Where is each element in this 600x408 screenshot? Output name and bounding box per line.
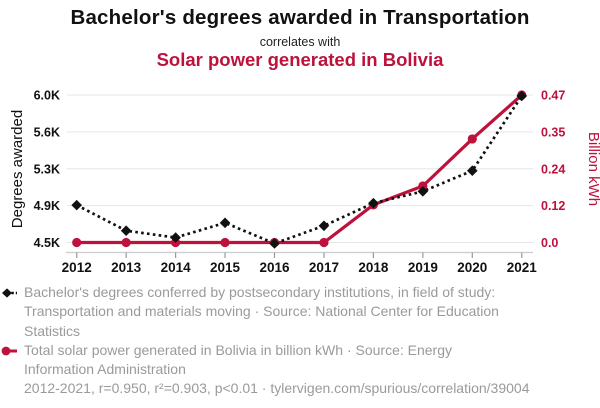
legend-entry-degrees-text: Bachelor's degrees conferred by postseco… bbox=[24, 284, 499, 339]
x-tick-label: 2014 bbox=[161, 260, 192, 275]
x-tick-label: 2017 bbox=[309, 260, 339, 275]
y-axis-right-title: Billion kWh bbox=[585, 132, 600, 206]
degrees-point bbox=[219, 217, 231, 229]
x-tick-label: 2020 bbox=[457, 260, 487, 275]
solar-point bbox=[220, 237, 230, 248]
series-degrees-markers bbox=[71, 90, 528, 249]
chart-connector-text: correlates with bbox=[259, 35, 341, 49]
y-left-tick-label: 6.0K bbox=[34, 89, 60, 103]
y-left-tick-label: 4.5K bbox=[34, 236, 60, 250]
x-axis: 2012 2013 2014 2015 2016 2017 2018 2019 2020 2021 bbox=[62, 251, 538, 275]
x-tick-label: 2015 bbox=[210, 260, 241, 275]
y-left-tick-label: 5.6K bbox=[34, 125, 60, 139]
legend-entry-solar: Total solar power generated in Bolivia i… bbox=[1, 341, 591, 380]
legend-entry-solar-text: Total solar power generated in Bolivia i… bbox=[24, 341, 452, 378]
y-left-tick-label: 4.9K bbox=[34, 199, 60, 213]
degrees-point bbox=[71, 199, 82, 211]
y-right-tick-label: 0.12 bbox=[541, 199, 565, 213]
solar-point bbox=[72, 237, 82, 248]
legend: Bachelor's degrees conferred by postseco… bbox=[1, 283, 591, 399]
chart-subtitle: Solar power generated in Bolivia bbox=[156, 49, 444, 70]
x-tick-label: 2012 bbox=[62, 260, 92, 275]
degrees-point bbox=[467, 165, 478, 177]
degrees-point bbox=[170, 232, 181, 243]
y-right-tick-label: 0.35 bbox=[541, 125, 565, 139]
degrees-point bbox=[417, 186, 429, 197]
y-right-tick-label: 0.47 bbox=[541, 89, 565, 103]
x-tick-label: 2016 bbox=[259, 260, 290, 275]
solar-point bbox=[319, 237, 329, 248]
x-tick-label: 2021 bbox=[507, 260, 538, 275]
gridlines bbox=[67, 94, 533, 243]
y-axis-left-ticks: 6.0K 5.6K 5.3K 4.9K 4.5K bbox=[34, 89, 60, 251]
chart-title: Bachelor's degrees awarded in Transporta… bbox=[70, 6, 530, 29]
degrees-point bbox=[269, 238, 280, 249]
degrees-point bbox=[318, 220, 330, 232]
y-axis-right-ticks: 0.47 0.35 0.24 0.12 0.0 bbox=[541, 89, 565, 251]
black-diamond-dashed-line-icon bbox=[2, 288, 17, 298]
degrees-point bbox=[516, 90, 528, 102]
solar-point bbox=[121, 237, 131, 248]
solar-point bbox=[418, 181, 428, 191]
y-left-tick-label: 5.3K bbox=[34, 162, 60, 176]
red-circle-solid-line-icon bbox=[1, 346, 17, 356]
x-tick-label: 2018 bbox=[358, 260, 389, 275]
series-solar-line bbox=[76, 93, 523, 245]
y-right-tick-label: 0.0 bbox=[541, 236, 558, 250]
solar-point bbox=[467, 134, 477, 144]
x-tick-label: 2013 bbox=[111, 260, 142, 275]
x-tick-label: 2019 bbox=[408, 260, 438, 275]
degrees-point bbox=[120, 225, 132, 236]
y-right-tick-label: 0.24 bbox=[541, 162, 565, 176]
degrees-point bbox=[368, 197, 379, 209]
y-axis-left-title: Degrees awarded bbox=[9, 110, 26, 228]
series-degrees-line bbox=[76, 95, 523, 245]
legend-entry-degrees: Bachelor's degrees conferred by postseco… bbox=[1, 283, 591, 341]
legend-footnote: 2012-2021, r=0.950, r²=0.903, p<0.01 · t… bbox=[24, 380, 530, 397]
